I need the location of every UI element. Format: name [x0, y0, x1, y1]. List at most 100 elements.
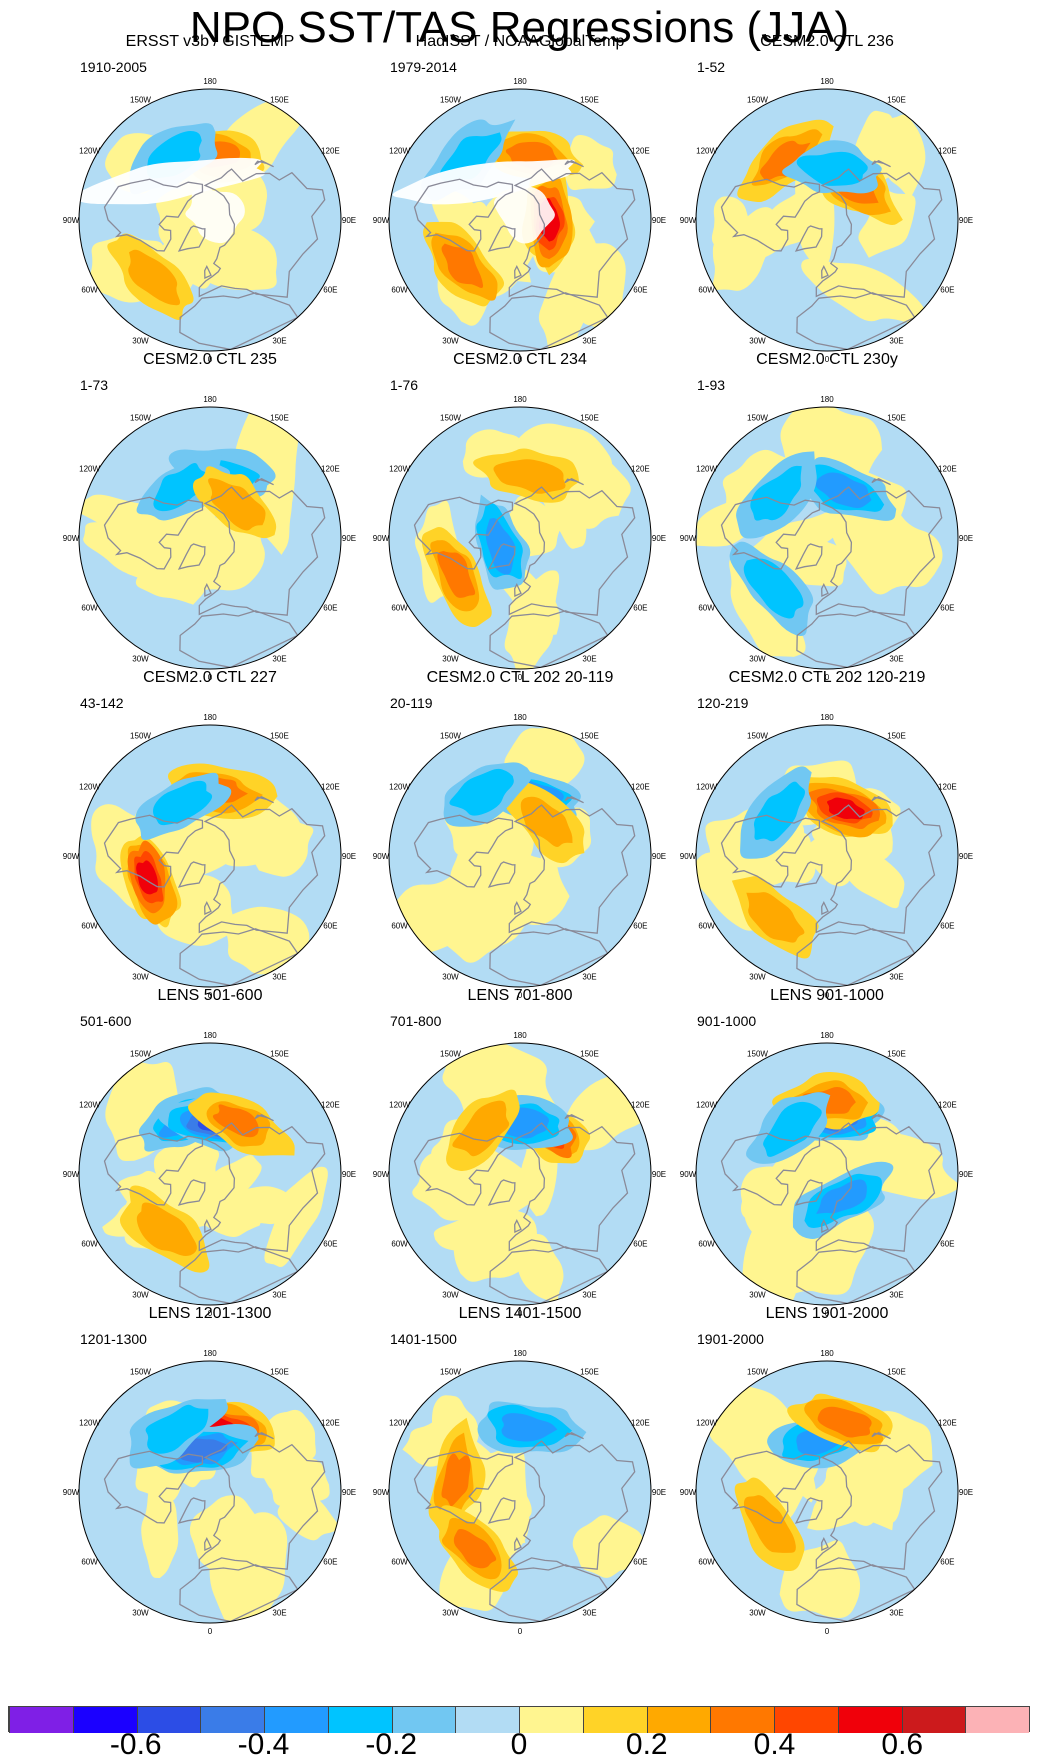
colorbar-tick-label: -0.6 — [109, 1728, 162, 1761]
coastline — [103, 1450, 204, 1524]
coastline — [815, 486, 943, 616]
panel-title: HadISST / NOAAGlobalTemp — [415, 33, 625, 50]
longitude-label: 180 — [513, 1031, 527, 1040]
longitude-label: 30E — [889, 1290, 903, 1299]
map-border — [388, 724, 652, 988]
coastline — [179, 1564, 299, 1623]
coastline — [514, 583, 522, 597]
longitude-label: 60E — [940, 1240, 954, 1249]
longitude-label: 150W — [747, 1050, 768, 1059]
coastline — [794, 1497, 823, 1524]
coastline — [508, 1440, 636, 1570]
anomaly-contour — [437, 551, 476, 598]
coastline — [720, 496, 821, 570]
panel-title: CESM2.0 CTL 227 — [143, 669, 277, 686]
map-border — [78, 724, 342, 988]
coastline — [487, 225, 516, 252]
longitude-label: 30E — [889, 336, 903, 345]
longitude-label: 30W — [132, 1290, 149, 1299]
longitude-label: 60W — [698, 922, 715, 931]
longitude-label: 30W — [749, 336, 766, 345]
longitude-label: 90E — [342, 1170, 356, 1179]
coastline — [489, 1246, 609, 1305]
map-border — [388, 1360, 652, 1624]
coastline — [254, 1431, 274, 1440]
colorbar-tick-label: 0 — [510, 1728, 528, 1761]
coastline — [489, 928, 609, 987]
coastline — [204, 265, 212, 279]
longitude-label: 90W — [63, 852, 80, 861]
longitude-label: 180 — [820, 713, 834, 722]
longitude-label: 120W — [79, 465, 100, 474]
longitude-label: 120E — [938, 465, 957, 474]
longitude-label: 150W — [440, 414, 461, 423]
coastline — [796, 928, 916, 987]
longitude-label: 150E — [270, 1368, 289, 1377]
longitude-label: 90W — [680, 1488, 697, 1497]
coastline — [489, 292, 609, 351]
longitude-label: 120W — [696, 783, 717, 792]
coastline — [254, 1113, 274, 1122]
longitude-label: 150W — [130, 1050, 151, 1059]
longitude-label: 120W — [79, 1419, 100, 1428]
longitude-label: 30E — [582, 972, 596, 981]
longitude-label: 150W — [130, 414, 151, 423]
longitude-label: 0 — [208, 673, 213, 682]
anomaly-contour — [493, 459, 566, 494]
neutral-warm-zone — [266, 1453, 330, 1507]
longitude-label: 0 — [518, 991, 523, 1000]
coastline — [720, 1132, 821, 1206]
missing-data-mask — [79, 157, 266, 205]
map-border — [388, 406, 652, 670]
map-panel: 180 150E 120E 90E 60E 30E 0 30W 60W 90W 120W 150W — [63, 1349, 356, 1636]
colorbar-swatch — [710, 1707, 774, 1733]
anomaly-contour — [760, 140, 811, 181]
map-border — [388, 1042, 652, 1306]
longitude-label: 90E — [959, 1170, 973, 1179]
longitude-label: 120E — [938, 1419, 957, 1428]
longitude-label: 60W — [698, 1558, 715, 1567]
coastline — [815, 168, 943, 298]
longitude-label: 30E — [582, 336, 596, 345]
longitude-label: 120W — [389, 1101, 410, 1110]
longitude-label: 120W — [389, 465, 410, 474]
longitude-label: 90E — [652, 1488, 666, 1497]
longitude-label: 90E — [959, 216, 973, 225]
map-panel: 180 150E 120E 90E 60E 30E 0 30W 60W 90W 120W 150W — [63, 77, 356, 364]
longitude-label: 150E — [580, 414, 599, 423]
panel-years: 1-93 — [697, 377, 726, 393]
longitude-label: 60E — [323, 922, 337, 931]
longitude-label: 120W — [79, 783, 100, 792]
longitude-label: 30W — [442, 972, 459, 981]
longitude-label: 30W — [442, 654, 459, 663]
coastline — [871, 1113, 891, 1122]
map-border — [78, 1360, 342, 1624]
map-border — [695, 88, 959, 352]
colorbar-swatch — [9, 1707, 73, 1733]
anomaly-contour — [441, 1453, 471, 1507]
anomaly-contour — [501, 1413, 558, 1442]
longitude-label: 150W — [440, 1368, 461, 1377]
colorbar-swatch — [646, 1707, 711, 1733]
longitude-label: 90W — [63, 1488, 80, 1497]
longitude-label: 30W — [749, 1290, 766, 1299]
coastline — [794, 543, 823, 570]
panel-title: LENS 901-1000 — [770, 987, 884, 1004]
longitude-label: 120W — [389, 147, 410, 156]
longitude-label: 150E — [887, 414, 906, 423]
coastline — [720, 814, 821, 888]
longitude-label: 0 — [208, 1309, 213, 1318]
coastline — [508, 804, 636, 934]
map-panel: 180 150E 120E 90E 60E 30E 0 30W 60W 90W 120W 150W — [373, 1349, 666, 1636]
longitude-label: 150E — [580, 1368, 599, 1377]
longitude-label: 150W — [130, 96, 151, 105]
coastline — [508, 486, 636, 616]
longitude-label: 120W — [79, 1101, 100, 1110]
longitude-label: 60W — [81, 922, 98, 931]
coastline — [198, 1122, 326, 1252]
panel-title: LENS 1901-2000 — [765, 1305, 889, 1322]
coastline — [564, 477, 584, 486]
neutral-warm-zone — [816, 821, 905, 909]
longitude-label: 90W — [373, 216, 390, 225]
longitude-label: 60E — [940, 1558, 954, 1567]
